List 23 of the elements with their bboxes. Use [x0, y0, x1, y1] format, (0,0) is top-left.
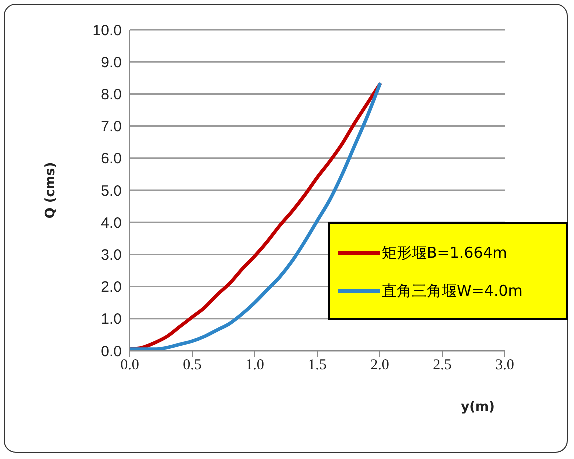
x-axis-title: y(m)	[461, 400, 495, 415]
y-axis-title: Q (cms)	[44, 162, 59, 219]
x-tick-label: 3.0	[496, 358, 514, 374]
y-tick-label: 3.0	[101, 247, 122, 264]
y-tick-label: 9.0	[101, 54, 122, 72]
y-tick-label: 5.0	[101, 182, 122, 200]
y-tick-label: 4.0	[101, 214, 122, 232]
y-tick-label: 8.0	[101, 86, 122, 104]
x-tick-label: 2.0	[370, 358, 390, 374]
x-tick-label: 1.0	[246, 358, 264, 374]
line-series	[130, 82, 382, 351]
x-tick-label: 0.5	[183, 358, 202, 374]
y-tick-label: 1.0	[101, 311, 122, 328]
y-tick-label: 2.0	[101, 279, 122, 296]
legend-label: 直角三角堰W=4.0m	[382, 282, 523, 300]
x-tick-label: 1.5	[308, 358, 327, 374]
x-tick-label: 2.5	[433, 358, 452, 374]
y-tick-label: 6.0	[101, 150, 122, 168]
y-tick-label: 7.0	[101, 118, 122, 136]
y-tick-label: 10.0	[92, 22, 122, 40]
legend-label: 矩形堰B=1.664m	[382, 244, 508, 262]
x-tick-label: 0.0	[120, 358, 140, 374]
y-tick-label: 0.0	[101, 343, 122, 360]
